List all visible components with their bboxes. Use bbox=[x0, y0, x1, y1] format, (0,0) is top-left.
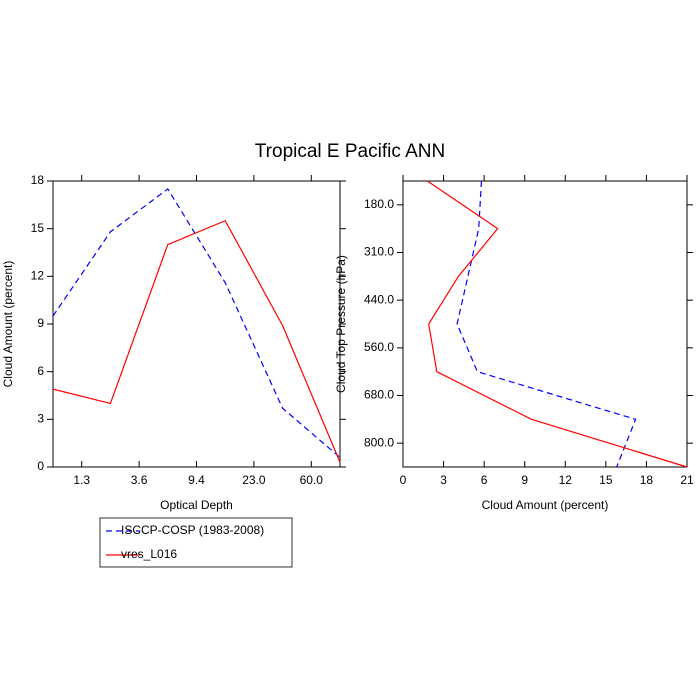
data-line bbox=[52, 188, 341, 458]
y-tick-label: 12 bbox=[31, 269, 45, 283]
x-tick-label: 1.3 bbox=[73, 473, 90, 487]
y-tick-label: 3 bbox=[37, 412, 44, 426]
x-tick-label: 15 bbox=[599, 473, 613, 487]
plot-frame bbox=[402, 180, 688, 468]
x-tick-label: 0 bbox=[400, 473, 407, 487]
figure-title: Tropical E Pacific ANN bbox=[255, 141, 445, 162]
x-tick-label: 9.4 bbox=[188, 473, 205, 487]
x-tick-label: 12 bbox=[559, 473, 573, 487]
data-line bbox=[456, 180, 637, 468]
y-axis-label: Cloud Top Pressure (hPa) bbox=[334, 255, 348, 393]
y-axis-label: Cloud Amount (percent) bbox=[1, 261, 15, 388]
x-axis-label: Cloud Amount (percent) bbox=[482, 498, 609, 512]
y-tick-label: 560.0 bbox=[364, 340, 394, 354]
y-tick-label: 800.0 bbox=[364, 435, 394, 449]
legend-label: ISCCP-COSP (1983-2008) bbox=[121, 523, 264, 537]
x-tick-label: 23.0 bbox=[242, 473, 266, 487]
y-tick-label: 180.0 bbox=[364, 197, 394, 211]
x-tick-label: 18 bbox=[640, 473, 654, 487]
y-tick-label: 0 bbox=[37, 459, 44, 473]
x-axis-label: Optical Depth bbox=[160, 498, 233, 512]
legend-label: vres_L016 bbox=[121, 547, 177, 561]
y-tick-label: 18 bbox=[31, 173, 45, 187]
x-tick-label: 9 bbox=[521, 473, 528, 487]
x-tick-label: 3.6 bbox=[131, 473, 148, 487]
y-tick-label: 9 bbox=[37, 316, 44, 330]
data-line bbox=[427, 180, 688, 468]
legend-box bbox=[99, 517, 293, 568]
y-tick-label: 6 bbox=[37, 364, 44, 378]
plot-frame bbox=[52, 180, 341, 468]
x-tick-label: 3 bbox=[440, 473, 447, 487]
y-tick-label: 310.0 bbox=[364, 245, 394, 259]
legend: ISCCP-COSP (1983-2008) vres_L016 bbox=[99, 517, 293, 568]
x-tick-label: 6 bbox=[481, 473, 488, 487]
x-tick-label: 60.0 bbox=[300, 473, 324, 487]
y-tick-label: 680.0 bbox=[364, 388, 394, 402]
x-tick-label: 21 bbox=[680, 473, 694, 487]
data-line bbox=[52, 219, 341, 463]
y-tick-label: 15 bbox=[31, 221, 45, 235]
y-tick-label: 440.0 bbox=[364, 292, 394, 306]
